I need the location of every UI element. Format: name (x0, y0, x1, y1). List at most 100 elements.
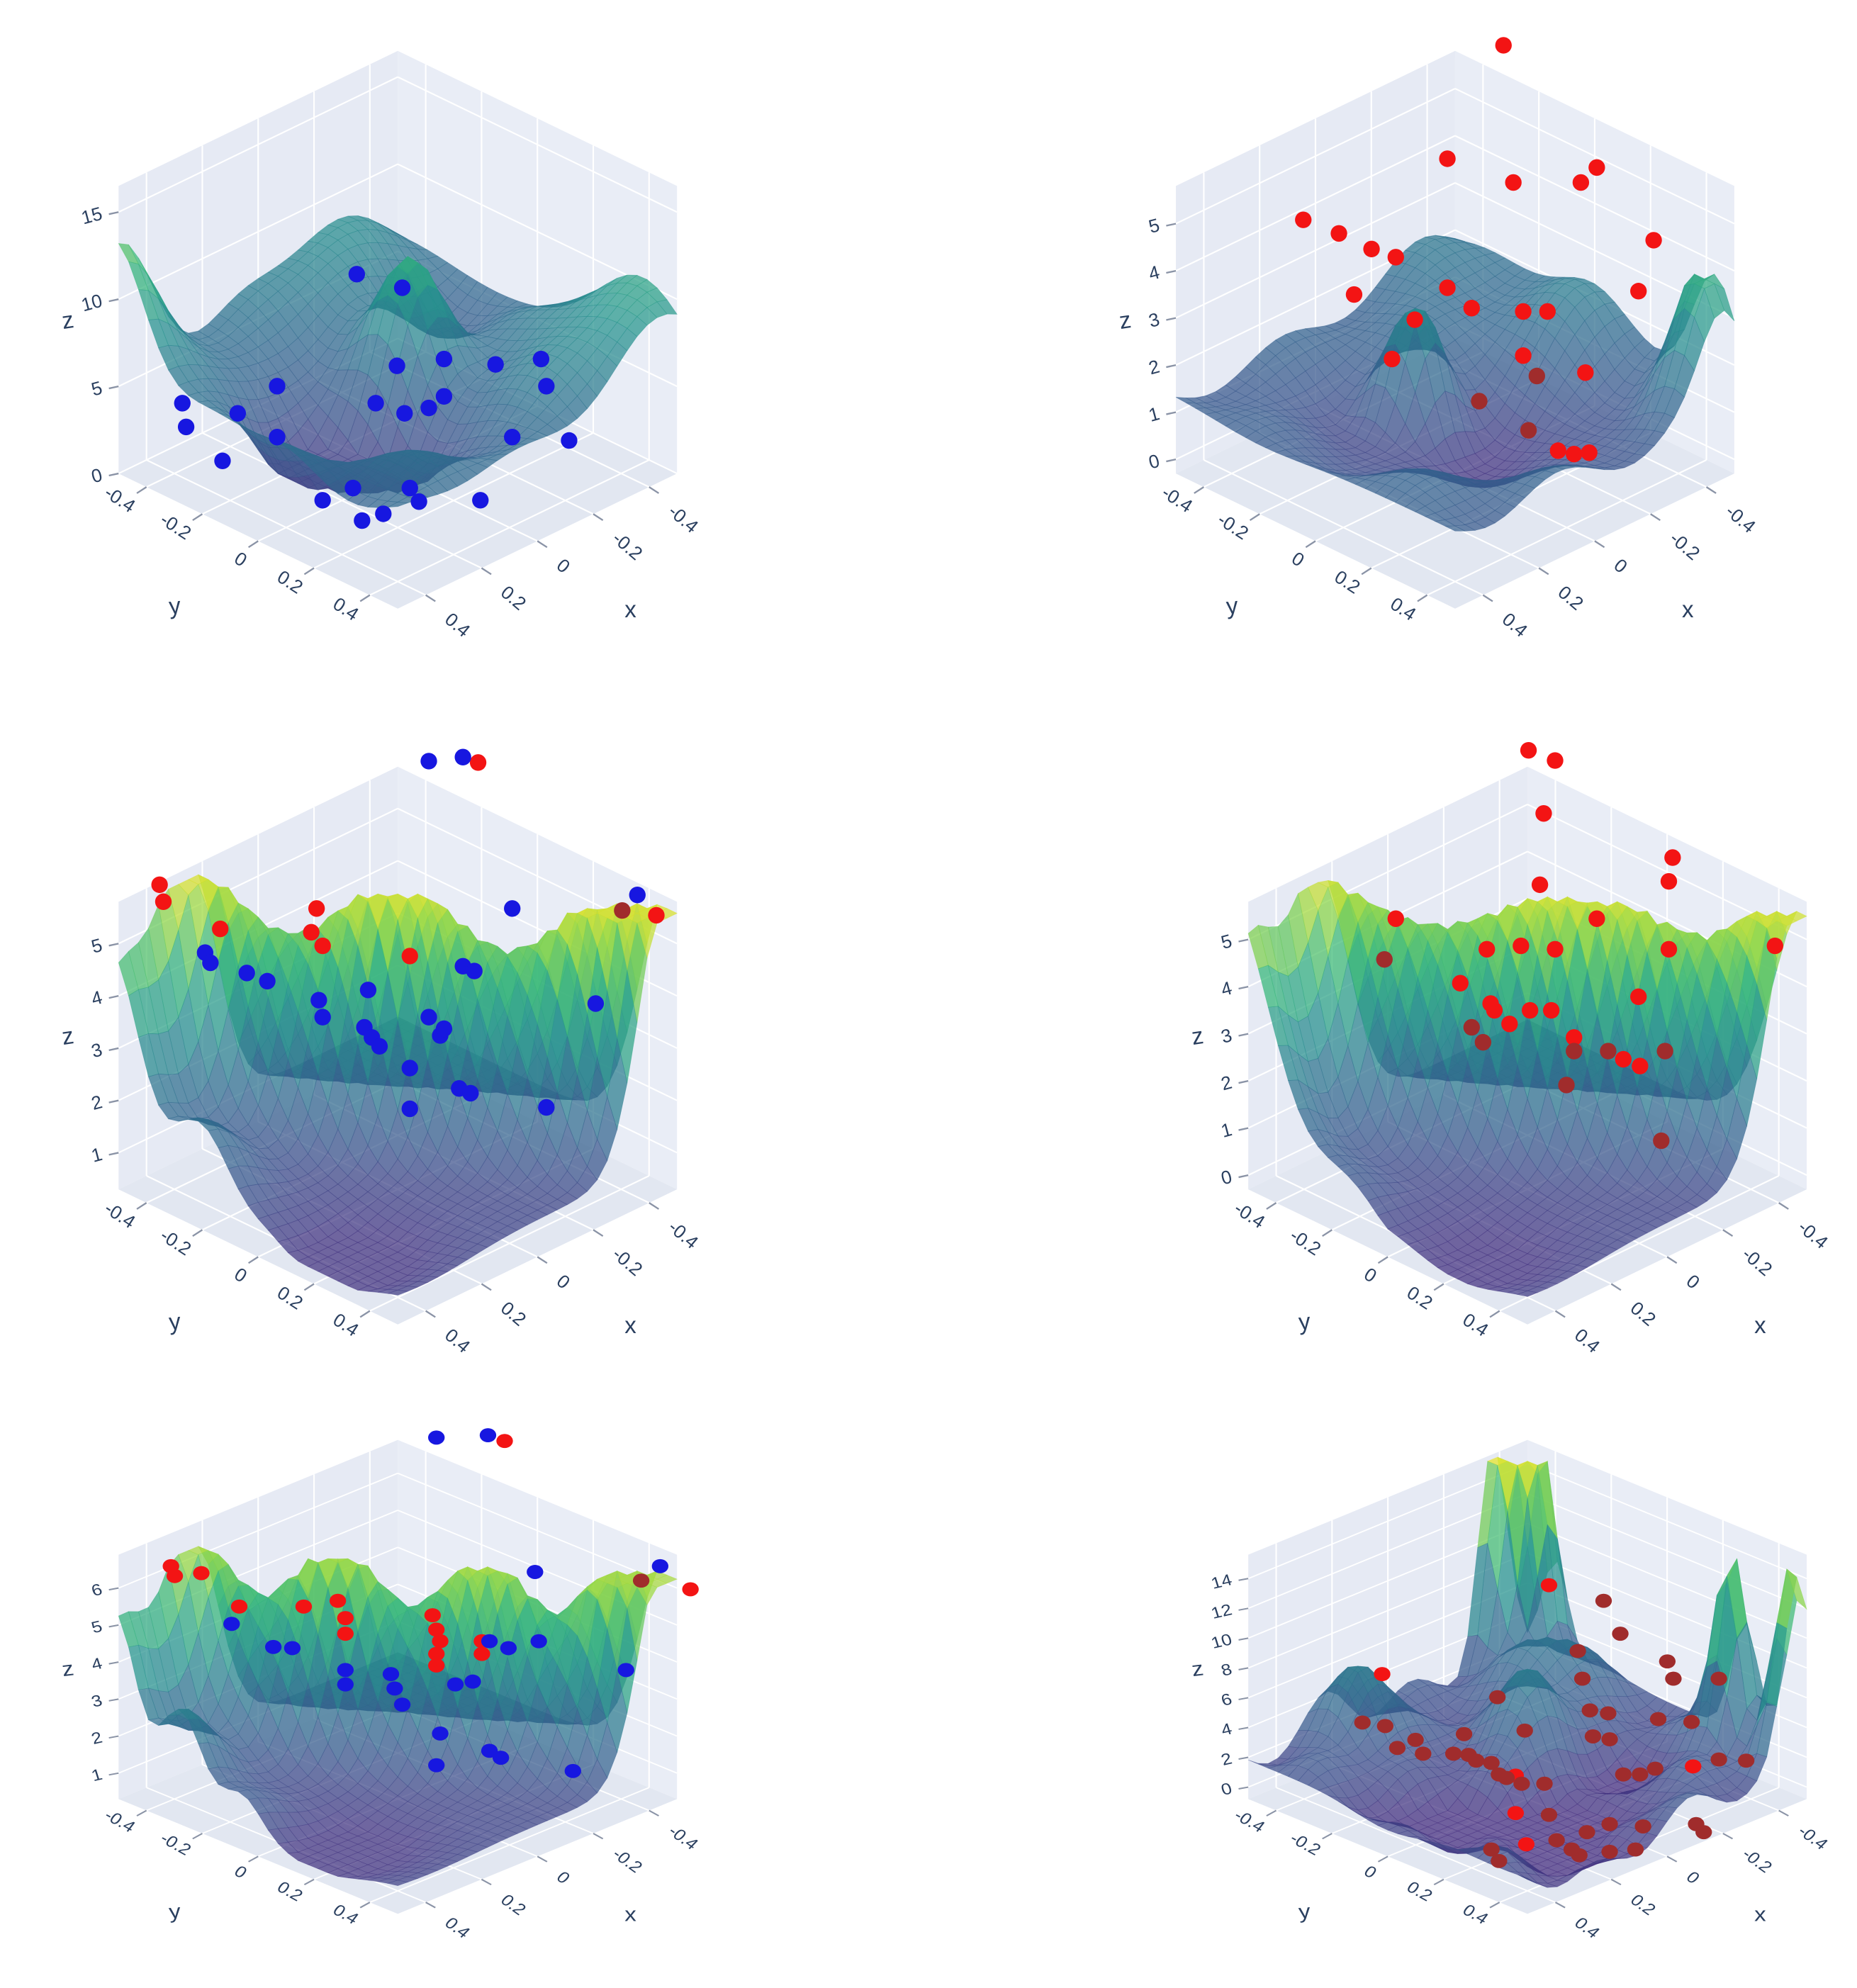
panel-6-canvas[interactable]: -0.4-0.200.20.4-0.4-0.200.20.40246810121… (1100, 1408, 1857, 1984)
data-point (1601, 1732, 1618, 1747)
data-point (435, 1020, 453, 1038)
plot-panel-5[interactable]: -0.4 -0.2 0 0.2 0.4 -0.4 -0.2 0 0.2 0.4 1 2 3 4 5 6 y x z (50, 1408, 808, 1984)
panel-2-canvas[interactable]: -0.4 -0.2 0 0.2 0.4 -0.4 -0.2 0 0.2 0.4 0 1 2 3 4 5 y x z (1100, 13, 1857, 692)
plot-panel-2[interactable]: -0.4 -0.2 0 0.2 0.4 -0.4 -0.2 0 0.2 0.4 0 1 2 3 4 5 y x z (1100, 13, 1857, 692)
data-point (284, 1641, 301, 1656)
svg-text:4: 4 (89, 1655, 105, 1674)
plot-panel-6[interactable]: -0.4 -0.2 0 0.2 0.4 -0.4 -0.2 0 0.2 0.4 0 2 4 6 8 10 12 1… (1100, 1408, 1857, 1984)
z-axis-title: z (60, 1023, 76, 1050)
svg-text:0.4: 0.4 (1459, 1309, 1492, 1341)
data-point (1489, 1690, 1506, 1705)
svg-text:-0.2: -0.2 (608, 1243, 646, 1280)
plot-panel-4[interactable]: -0.4 -0.2 0 0.2 0.4 -0.4 -0.2 0 0.2 0.4 0 1 2 3 4 5 y x z (1100, 729, 1857, 1408)
x-axis-title: x (624, 1313, 636, 1339)
data-point (1665, 1671, 1682, 1686)
data-point (1474, 1033, 1492, 1051)
data-point (230, 1599, 248, 1614)
data-point (1468, 1753, 1485, 1768)
data-point (1406, 311, 1423, 328)
svg-text:5: 5 (89, 934, 105, 958)
svg-text:0: 0 (1288, 547, 1308, 571)
data-point (1632, 1057, 1649, 1074)
data-point (375, 505, 392, 522)
x-axis-title: x (1682, 597, 1694, 623)
data-point (1612, 1627, 1629, 1641)
plot-panel-1[interactable]: -0.4 -0.2 0 0.2 0.4 -0.4 -0.2 0 0.2 0.4 0 5 10 15 y x z (50, 13, 808, 692)
svg-text:0.2: 0.2 (274, 1282, 307, 1314)
svg-text:0: 0 (1683, 1270, 1704, 1293)
z-axis-title: z (1190, 1657, 1206, 1681)
data-point (1569, 1644, 1586, 1658)
panel-1-canvas[interactable]: -0.4 -0.2 0 0.2 0.4 -0.4 -0.2 0 0.2 0.4 0 5 10 15 y x z (50, 13, 808, 692)
svg-text:3: 3 (1146, 308, 1162, 332)
data-point (447, 1677, 464, 1692)
data-point (1634, 1819, 1651, 1833)
svg-text:0.4: 0.4 (1571, 1324, 1604, 1357)
data-point (1536, 1776, 1553, 1791)
data-point (561, 432, 578, 449)
svg-text:-0.4: -0.4 (101, 481, 139, 517)
svg-text:-0.2: -0.2 (1738, 1243, 1776, 1280)
data-point (386, 1681, 403, 1696)
data-point (314, 492, 331, 509)
data-point (1578, 1825, 1595, 1840)
data-point (177, 418, 195, 436)
data-point (337, 1627, 354, 1641)
panel-3-canvas[interactable]: -0.4 -0.2 0 0.2 0.4 -0.4 -0.2 0 0.2 0.4 1 2 3 4 5 y x z (50, 729, 808, 1408)
data-point (1479, 940, 1496, 958)
data-point (1581, 1703, 1598, 1718)
data-point (393, 1697, 411, 1712)
data-point (1491, 1853, 1508, 1868)
data-point (393, 279, 411, 296)
z-axis-title: z (1190, 1023, 1206, 1050)
data-point (401, 1060, 418, 1077)
svg-text:0.2: 0.2 (274, 566, 307, 598)
data-point (303, 923, 320, 941)
data-point (1656, 1043, 1673, 1060)
data-point (473, 1646, 490, 1661)
data-point (424, 1608, 442, 1623)
data-point (1330, 225, 1347, 242)
data-point (469, 754, 487, 771)
data-point (1710, 1671, 1727, 1686)
svg-text:0.2: 0.2 (497, 581, 530, 614)
panel-4-canvas[interactable]: -0.4 -0.2 0 0.2 0.4 -0.4 -0.2 0 0.2 0.4 0 1 2 3 4 5 y x z (1100, 729, 1857, 1408)
data-point (1600, 1706, 1617, 1721)
z-axis-title: z (60, 307, 76, 335)
data-point (310, 992, 327, 1009)
data-point (1683, 1714, 1700, 1729)
svg-text:0.2: 0.2 (497, 1892, 530, 1919)
data-point (371, 1038, 388, 1055)
svg-text:-0.4: -0.4 (101, 1197, 139, 1232)
plot-panel-3[interactable]: -0.4 -0.2 0 0.2 0.4 -0.4 -0.2 0 0.2 0.4 1 2 3 4 5 y x z (50, 729, 808, 1408)
data-point (614, 902, 631, 919)
data-point (1571, 1848, 1588, 1863)
data-point (308, 900, 325, 917)
data-point (410, 493, 427, 510)
data-point (1632, 1767, 1649, 1782)
data-point (428, 1622, 445, 1637)
data-point (1627, 1842, 1644, 1857)
panel-5-canvas[interactable]: -0.4 -0.2 0 0.2 0.4 -0.4 -0.2 0 0.2 0.4 1 2 3 4 5 6 y x z (50, 1408, 808, 1984)
data-point (1387, 249, 1404, 266)
data-point (632, 1573, 650, 1588)
data-point (530, 1634, 547, 1649)
svg-text:0.2: 0.2 (1554, 581, 1588, 614)
data-point (420, 1009, 437, 1026)
svg-text:-0.4: -0.4 (1230, 1197, 1269, 1232)
tick-marks (1238, 938, 1789, 1318)
data-point (1498, 1770, 1515, 1785)
svg-text:0: 0 (553, 554, 574, 577)
svg-text:2: 2 (89, 1091, 105, 1114)
svg-text:3: 3 (1218, 1024, 1234, 1048)
data-point (428, 1758, 445, 1773)
svg-text:-0.2: -0.2 (157, 508, 195, 544)
data-point (1601, 1816, 1618, 1831)
svg-text:-0.4: -0.4 (101, 1807, 139, 1836)
data-point (1710, 1752, 1727, 1767)
data-point (428, 1646, 445, 1661)
svg-text:0.2: 0.2 (274, 1878, 306, 1905)
data-point (587, 995, 605, 1012)
data-point (1463, 299, 1480, 317)
